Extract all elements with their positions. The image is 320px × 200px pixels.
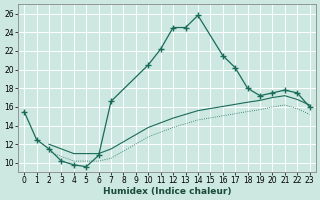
X-axis label: Humidex (Indice chaleur): Humidex (Indice chaleur): [103, 187, 231, 196]
